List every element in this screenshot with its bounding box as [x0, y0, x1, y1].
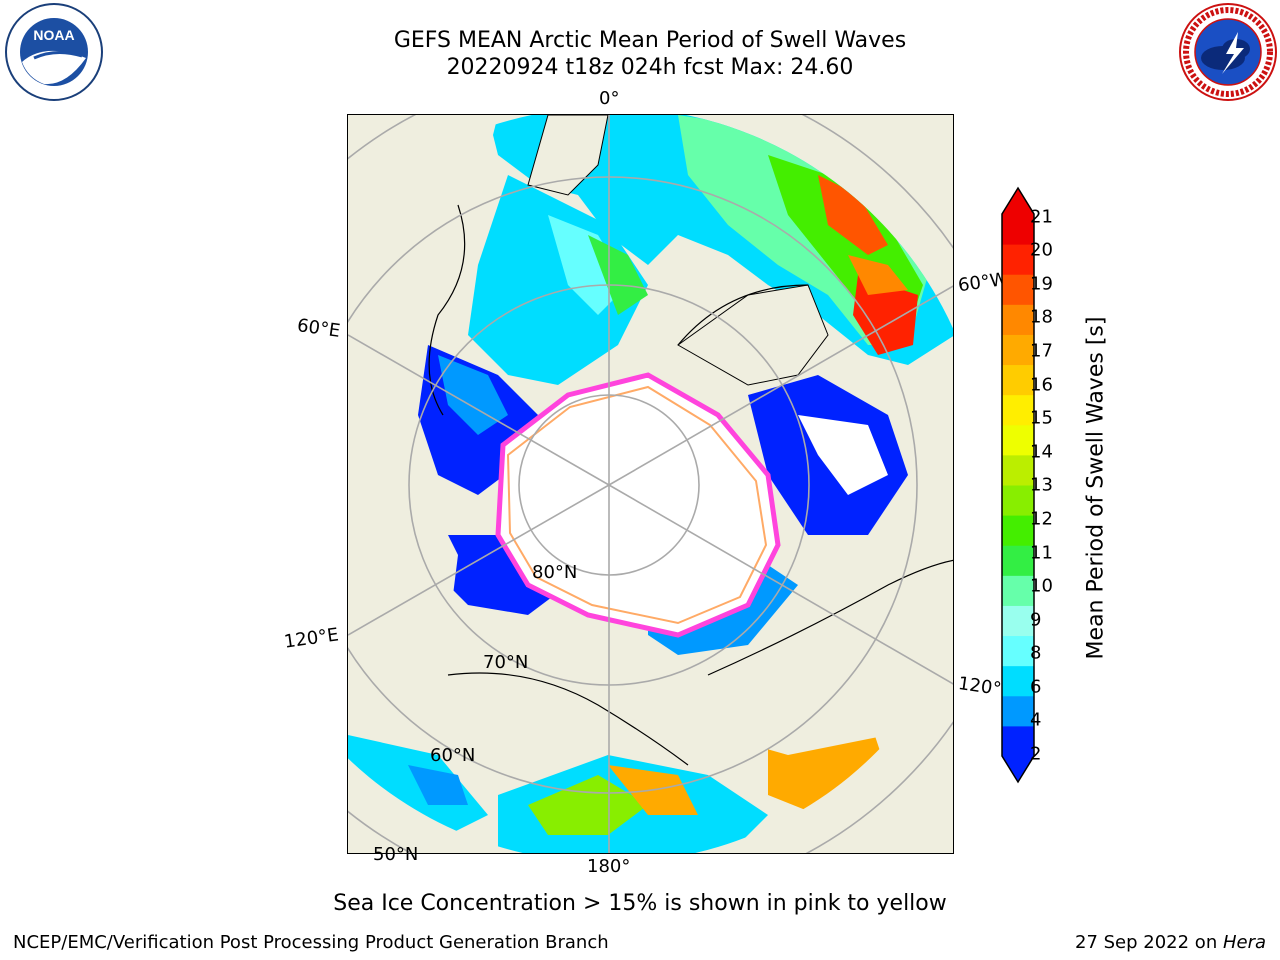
colorbar-segment: [1002, 364, 1034, 396]
lon-label-120e: 120°E: [282, 624, 340, 653]
colorbar-segment: [1002, 304, 1034, 335]
colorbar-tick: 16: [1030, 374, 1053, 396]
colorbar-tick: 20: [1030, 239, 1053, 261]
colorbar-segment: [1002, 214, 1034, 245]
colorbar-segment: [1002, 665, 1034, 697]
colorbar-max-arrow: [1002, 188, 1034, 214]
lat-label-80n: 80°N: [532, 562, 578, 583]
colorbar-tick: 12: [1030, 508, 1053, 530]
sea-ice-note: Sea Ice Concentration > 15% is shown in …: [333, 891, 947, 916]
scandinavia-land: [527, 115, 609, 196]
colorbar-tick: 9: [1030, 609, 1042, 631]
colorbar-segment: [1002, 545, 1034, 576]
eurasia-land: [348, 115, 498, 475]
colorbar-tick: 18: [1030, 306, 1053, 328]
siberia-land: [348, 475, 458, 735]
footer-date: 27 Sep 2022 on Hera: [1075, 932, 1266, 953]
colorbar-tick: 19: [1030, 273, 1053, 295]
map-panel: [347, 114, 954, 854]
colorbar-segment: [1002, 394, 1034, 426]
chart-subtitle: 20220924 t18z 024h fcst Max: 24.60: [446, 55, 854, 80]
colorbar-label: Mean Period of Swell Waves [s]: [1083, 316, 1109, 660]
colorbar-tick: 13: [1030, 474, 1053, 496]
colorbar-segment: [1002, 635, 1034, 667]
colorbar-tick: 6: [1030, 676, 1042, 698]
colorbar-segment: [1002, 725, 1034, 757]
chukotka-land: [448, 675, 678, 755]
nws-logo: [1179, 3, 1277, 101]
colorbar-segment: [1002, 605, 1034, 637]
lat-label-60n: 60°N: [430, 745, 476, 766]
colorbar-segment: [1002, 334, 1034, 366]
colorbar-tick: 10: [1030, 575, 1053, 597]
colorbar: [1001, 186, 1035, 784]
colorbar-tick: 15: [1030, 407, 1053, 429]
colorbar-tick: 17: [1030, 340, 1053, 362]
chart-title: GEFS MEAN Arctic Mean Period of Swell Wa…: [393, 28, 907, 53]
colorbar-segment: [1002, 424, 1034, 456]
lon-label-120w: 120°: [956, 673, 1003, 700]
lon-label-180: 180°: [587, 856, 631, 877]
svg-text:NOAA: NOAA: [33, 27, 74, 43]
colorbar-segment: [1002, 244, 1034, 275]
lat-label-50n: 50°N: [373, 844, 419, 865]
noaa-logo: NOAA: [5, 3, 103, 101]
colorbar-tick: 11: [1030, 542, 1053, 564]
colorbar-segment: [1002, 575, 1034, 606]
colorbar-tick: 21: [1030, 206, 1053, 228]
lon-label-60e: 60°E: [295, 315, 342, 342]
polar-map: [348, 115, 953, 853]
colorbar-tick: 4: [1030, 709, 1042, 731]
graticule: [348, 115, 953, 853]
colorbar-tick: 2: [1030, 743, 1042, 765]
lon-label-0: 0°: [599, 88, 620, 109]
colorbar-min-arrow: [1002, 756, 1034, 782]
colorbar-segment: [1002, 515, 1034, 546]
colorbar-segment: [1002, 695, 1034, 727]
colorbar-tick: 8: [1030, 642, 1042, 664]
colorbar-segment: [1002, 485, 1034, 516]
footer-credit: NCEP/EMC/Verification Post Processing Pr…: [13, 932, 609, 953]
colorbar-segment: [1002, 454, 1034, 486]
colorbar-segment: [1002, 274, 1034, 305]
colorbar-tick: 14: [1030, 441, 1053, 463]
colorbar-outline: [1001, 186, 1035, 784]
lat-label-70n: 70°N: [483, 652, 529, 673]
